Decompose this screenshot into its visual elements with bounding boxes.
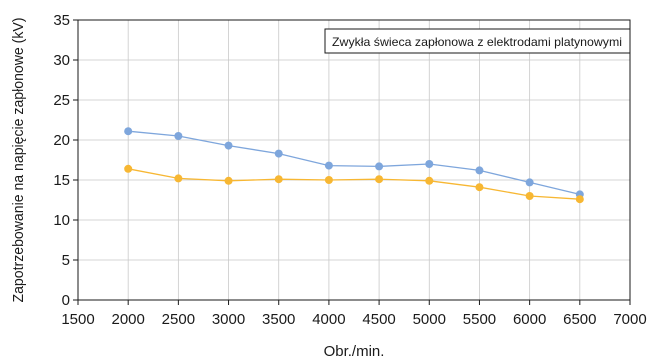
legend-frame (324, 28, 631, 54)
legend-box: Zwykła świeca zapłonowa z elektrodami pl… (324, 28, 631, 54)
data-point (525, 178, 534, 187)
x-tick-label: 2000 (111, 311, 144, 328)
y-tick-label: 5 (62, 252, 70, 269)
plot-frame (77, 19, 631, 301)
data-point (274, 149, 283, 158)
data-point (475, 166, 484, 175)
x-tick-label: 4000 (312, 311, 345, 328)
data-point (224, 176, 233, 185)
y-axis-title: Zapotrzebowanie na napięcie zapłonowe (k… (10, 17, 27, 302)
data-point (475, 183, 484, 192)
series-2 (124, 164, 584, 204)
x-tick-label: 2500 (162, 311, 195, 328)
data-point (174, 132, 183, 140)
data-point (124, 164, 133, 173)
series-1 (124, 127, 584, 199)
x-tick-label: 6000 (513, 311, 546, 328)
y-tick-label: 25 (53, 92, 70, 109)
series-line (128, 168, 580, 200)
x-tick-label: 5000 (413, 311, 446, 328)
x-tick-label: 1500 (61, 311, 94, 328)
data-point (375, 162, 384, 171)
data-point (124, 127, 133, 136)
series-line (128, 130, 580, 196)
data-point (174, 174, 183, 183)
y-tick-label: 35 (53, 12, 70, 29)
data-point (324, 176, 333, 184)
data-point (425, 160, 434, 168)
x-axis: 1500 2000 2500 3000 3500 4000 4500 5000 5500 6000… (61, 300, 647, 328)
x-tick-label: 5500 (463, 311, 496, 328)
x-tick-label: 7000 (613, 311, 646, 328)
y-tick-label: 10 (53, 212, 70, 229)
x-tick-label: 3000 (212, 311, 245, 328)
x-tick-label: 4500 (362, 311, 395, 328)
data-point (525, 192, 534, 200)
x-axis-title: Obr./min. (324, 343, 385, 360)
data-point (274, 175, 283, 184)
grid (77, 19, 631, 301)
data-point (224, 141, 233, 150)
x-tick-label: 6500 (563, 311, 596, 328)
y-tick-label: 30 (53, 52, 70, 69)
series (124, 127, 584, 204)
data-point (575, 195, 584, 204)
y-tick-label: 15 (53, 172, 70, 189)
x-tick-label: 3500 (262, 311, 295, 328)
legend-label: Zwykła świeca zapłonowa z elektrodami pl… (332, 35, 622, 49)
y-tick-label: 0 (62, 292, 70, 309)
y-tick-label: 20 (53, 132, 70, 149)
data-point (425, 176, 434, 185)
data-point (324, 161, 333, 170)
data-point (375, 175, 384, 184)
y-axis: 0 5 10 15 20 25 30 35 (53, 12, 78, 309)
